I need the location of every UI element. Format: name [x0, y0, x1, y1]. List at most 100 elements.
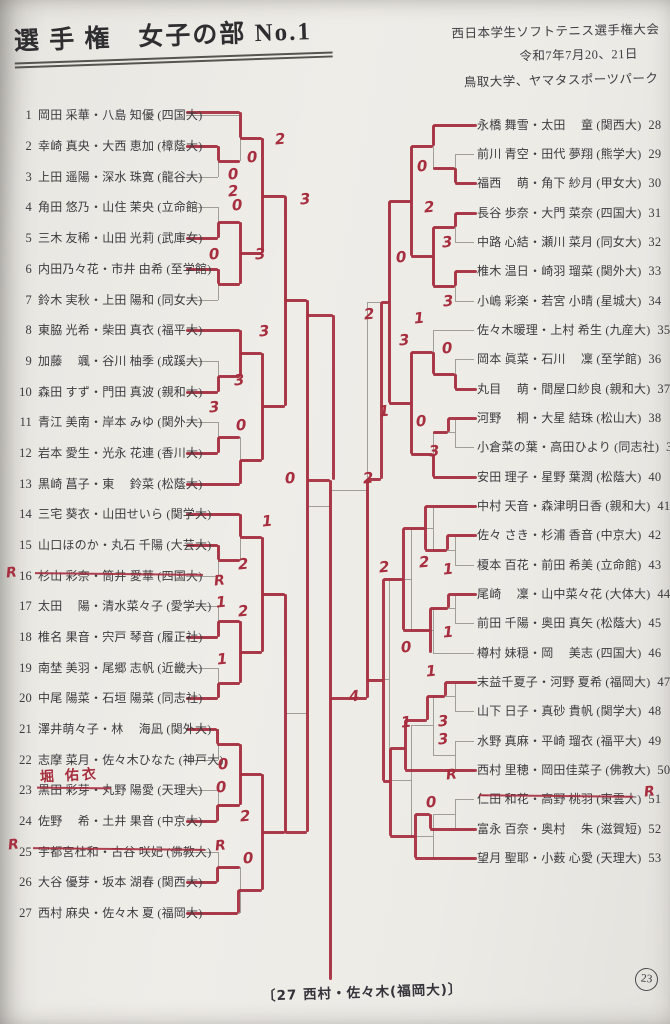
entry-label: 小嶋 彩楽・若宮 小晴 (星城大): [477, 294, 642, 308]
entry-label: 黒田 彩芽・丸野 陽愛 (天理大): [38, 783, 203, 797]
bracket-line-red: [431, 352, 435, 374]
entry-number: 22: [19, 753, 32, 767]
bracket-line-red: [186, 543, 218, 547]
score-annotation: 3: [254, 244, 267, 264]
entry-number: 13: [19, 477, 32, 491]
entry-number: 34: [648, 294, 662, 308]
bracket-line-red: [423, 506, 427, 550]
entry-number: 43: [648, 558, 662, 572]
entry-row: 小倉菜の葉・高田ひより (同志社) 39: [477, 438, 670, 455]
bracket-line-red: [390, 834, 415, 838]
bracket-line-red: [448, 416, 477, 420]
bracket-line: [454, 271, 456, 301]
entry-number: 15: [19, 538, 32, 552]
entry-number: 40: [648, 470, 662, 484]
score-annotation: 3: [398, 330, 411, 350]
bracket-line-red: [262, 830, 285, 834]
score-annotation: 0: [227, 164, 240, 184]
entry-label: 河野 桐・大星 結珠 (松山大): [477, 411, 642, 425]
bracket-line-red: [307, 313, 333, 317]
bracket-line: [455, 300, 474, 302]
bracket-line-red: [411, 350, 433, 354]
entry-number: 19: [19, 661, 32, 675]
bracket-line: [454, 213, 456, 242]
entry-number: 32: [648, 235, 662, 249]
bracket-line-red: [186, 236, 218, 240]
entry-label: 杉山 彩奈・筒井 愛華 (四国大): [38, 569, 203, 583]
bracket-line-red: [425, 548, 447, 552]
bracket-line-red: [240, 251, 262, 255]
bracket-line-red: [383, 577, 403, 581]
bracket-line-red: [186, 696, 218, 700]
score-annotation: 2: [423, 197, 436, 217]
bracket-line-red: [455, 181, 477, 185]
bracket-line: [411, 725, 433, 726]
bracket-line-red: [453, 168, 457, 183]
entry-row: 河野 桐・大星 結珠 (松山大) 38: [477, 409, 661, 426]
entry-number: 16: [19, 569, 32, 583]
entry-number: 6: [25, 262, 32, 276]
bracket-line-red: [389, 199, 411, 203]
entry-number: 35: [657, 323, 670, 337]
entry-label: 青江 美南・岸本 みゆ (関外大): [38, 415, 203, 429]
entry-label: 森田 すず・門田 真波 (親和大): [38, 385, 203, 399]
score-annotation: 0: [400, 637, 413, 657]
entry-number: 39: [666, 440, 670, 454]
entry-number: 8: [25, 323, 32, 337]
entry-row: 前川 青空・田代 夢翔 (熊学大) 29: [477, 145, 661, 162]
bracket-line-red: [388, 748, 392, 836]
entry-label: 長谷 歩奈・大門 菜奈 (四国大): [477, 206, 642, 220]
bracket-line-red: [383, 779, 390, 783]
bracket-line-red: [240, 458, 262, 462]
bracket-line: [455, 153, 474, 155]
title-block: 選 手 権 女子の部 No.1: [13, 10, 333, 69]
entry-row: 中路 心結・瀬川 菜月 (同女大) 32: [477, 233, 661, 250]
bracket-line: [432, 814, 434, 858]
entry-number: 46: [648, 646, 662, 660]
entry-row: 6 内田乃々花・市井 由希 (至学館): [14, 260, 212, 277]
bracket-line-red: [186, 267, 218, 271]
entry-number: 38: [648, 411, 662, 425]
bracket-line-red: [433, 123, 477, 127]
bracket-line-red: [216, 146, 220, 161]
bracket-line-red: [446, 594, 450, 608]
entry-row: 仁田 和花・高野 桃羽 (東雲大) 51: [477, 790, 661, 807]
bracket-line-red: [331, 315, 335, 480]
bracket-line: [186, 360, 218, 362]
bracket-line-red: [415, 856, 477, 860]
entry-label: 岡本 眞菜・石川 凜 (至学館): [477, 352, 642, 366]
entry-row: 15 山口ほのか・丸石 千陽 (大芸大): [14, 536, 211, 553]
bracket-line-red: [411, 254, 433, 258]
entry-label: 西村 里穂・岡田佳菜子 (佛教大): [477, 763, 651, 777]
bracket-line-red: [455, 269, 477, 273]
bracket-line-red: [428, 814, 432, 829]
bracket-line-red: [427, 694, 445, 698]
entry-number: 29: [648, 147, 662, 161]
score-annotation: 1: [442, 559, 455, 579]
score-annotation: 1: [425, 661, 438, 681]
entry-row: 長谷 歩奈・大門 菜奈 (四国大) 31: [477, 204, 661, 221]
bracket-line-red: [283, 594, 287, 832]
bracket-line: [186, 421, 218, 423]
bracket-line-red: [305, 300, 309, 832]
bracket-line: [454, 682, 456, 711]
retired-mark: R: [7, 836, 20, 854]
entry-number: 33: [648, 264, 662, 278]
bracket-line-red: [405, 718, 427, 722]
entry-number: 2: [25, 139, 32, 153]
bracket-line-red: [186, 512, 240, 516]
bracket-line-red: [425, 504, 477, 508]
bracket-line-red: [413, 814, 417, 858]
entry-label: 三木 友稀・山田 光莉 (武庫女): [38, 231, 203, 245]
entry-row: 1 岡田 采華・八島 知優 (四国大): [14, 106, 203, 123]
entry-label: 山口ほのか・丸石 千陽 (大芸大): [38, 538, 212, 552]
bracket-line: [186, 176, 218, 178]
entry-row: 23 黒田 彩芽・丸野 陽愛 (天理大): [14, 781, 202, 798]
entry-row: 13 黒崎 菖子・東 鈴菜 (松蔭大): [14, 475, 202, 492]
entry-label: 前川 青空・田代 夢翔 (熊学大): [477, 147, 642, 161]
bracket-line-red: [455, 387, 477, 391]
entry-row: 19 南埜 美羽・尾郷 志帆 (近畿大): [14, 659, 202, 676]
bracket-line-red: [186, 727, 217, 731]
entry-row: 末益千夏子・河野 夏希 (福岡大) 47: [477, 673, 670, 690]
entry-number: 20: [19, 691, 32, 705]
